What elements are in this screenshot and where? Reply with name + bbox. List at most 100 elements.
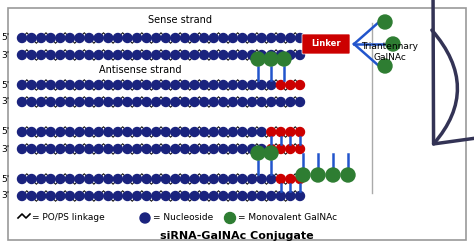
Circle shape bbox=[181, 127, 190, 136]
Circle shape bbox=[56, 191, 65, 200]
Circle shape bbox=[152, 51, 161, 60]
Text: Antisense strand: Antisense strand bbox=[99, 65, 181, 75]
Circle shape bbox=[276, 175, 285, 184]
Circle shape bbox=[209, 51, 218, 60]
Circle shape bbox=[84, 127, 93, 136]
Circle shape bbox=[152, 97, 161, 106]
Circle shape bbox=[56, 97, 65, 106]
Circle shape bbox=[27, 175, 36, 184]
Circle shape bbox=[190, 81, 199, 90]
Circle shape bbox=[18, 127, 27, 136]
Circle shape bbox=[190, 51, 199, 60]
Circle shape bbox=[75, 97, 84, 106]
Circle shape bbox=[18, 81, 27, 90]
Circle shape bbox=[386, 37, 400, 51]
Circle shape bbox=[27, 145, 36, 154]
Text: = Nucleoside: = Nucleoside bbox=[153, 214, 213, 222]
Circle shape bbox=[84, 191, 93, 200]
Circle shape bbox=[257, 97, 266, 106]
Circle shape bbox=[152, 145, 161, 154]
Circle shape bbox=[36, 33, 46, 42]
Circle shape bbox=[65, 175, 74, 184]
Circle shape bbox=[161, 51, 170, 60]
Circle shape bbox=[113, 33, 122, 42]
Circle shape bbox=[65, 51, 74, 60]
Circle shape bbox=[84, 51, 93, 60]
Circle shape bbox=[209, 175, 218, 184]
Circle shape bbox=[27, 97, 36, 106]
Text: siRNA-GalNAc Conjugate: siRNA-GalNAc Conjugate bbox=[160, 231, 314, 241]
Circle shape bbox=[75, 81, 84, 90]
Circle shape bbox=[238, 33, 247, 42]
Text: = PO/PS linkage: = PO/PS linkage bbox=[32, 214, 105, 222]
Circle shape bbox=[94, 33, 103, 42]
Circle shape bbox=[36, 81, 46, 90]
Circle shape bbox=[228, 81, 237, 90]
Circle shape bbox=[341, 168, 355, 182]
Circle shape bbox=[267, 51, 276, 60]
Circle shape bbox=[171, 175, 180, 184]
Circle shape bbox=[276, 145, 285, 154]
Circle shape bbox=[209, 81, 218, 90]
Circle shape bbox=[18, 51, 27, 60]
Circle shape bbox=[56, 145, 65, 154]
Circle shape bbox=[267, 33, 276, 42]
Circle shape bbox=[56, 175, 65, 184]
Circle shape bbox=[190, 145, 199, 154]
Circle shape bbox=[251, 146, 265, 160]
Circle shape bbox=[113, 145, 122, 154]
Circle shape bbox=[219, 175, 228, 184]
Circle shape bbox=[104, 97, 113, 106]
Circle shape bbox=[113, 175, 122, 184]
Circle shape bbox=[190, 127, 199, 136]
Circle shape bbox=[171, 127, 180, 136]
Circle shape bbox=[65, 145, 74, 154]
Circle shape bbox=[84, 81, 93, 90]
Circle shape bbox=[65, 191, 74, 200]
Circle shape bbox=[190, 175, 199, 184]
Circle shape bbox=[276, 97, 285, 106]
Circle shape bbox=[142, 127, 151, 136]
Circle shape bbox=[286, 33, 295, 42]
Circle shape bbox=[238, 145, 247, 154]
Circle shape bbox=[36, 127, 46, 136]
Circle shape bbox=[56, 33, 65, 42]
Circle shape bbox=[123, 145, 132, 154]
Circle shape bbox=[219, 33, 228, 42]
Circle shape bbox=[228, 191, 237, 200]
Circle shape bbox=[133, 145, 142, 154]
Circle shape bbox=[18, 175, 27, 184]
Circle shape bbox=[161, 33, 170, 42]
Circle shape bbox=[286, 97, 295, 106]
Circle shape bbox=[152, 191, 161, 200]
Circle shape bbox=[123, 51, 132, 60]
Circle shape bbox=[200, 145, 209, 154]
Circle shape bbox=[311, 168, 325, 182]
Circle shape bbox=[264, 146, 278, 160]
Circle shape bbox=[181, 175, 190, 184]
Circle shape bbox=[27, 127, 36, 136]
Circle shape bbox=[200, 97, 209, 106]
Circle shape bbox=[228, 33, 237, 42]
Circle shape bbox=[247, 33, 256, 42]
Circle shape bbox=[247, 51, 256, 60]
Text: 3': 3' bbox=[2, 145, 10, 154]
Circle shape bbox=[225, 213, 236, 223]
Circle shape bbox=[36, 51, 46, 60]
Text: 3': 3' bbox=[2, 191, 10, 200]
Circle shape bbox=[113, 97, 122, 106]
Circle shape bbox=[200, 127, 209, 136]
Circle shape bbox=[94, 81, 103, 90]
Circle shape bbox=[286, 145, 295, 154]
Circle shape bbox=[295, 127, 304, 136]
Circle shape bbox=[228, 145, 237, 154]
Circle shape bbox=[94, 127, 103, 136]
Circle shape bbox=[378, 15, 392, 29]
Circle shape bbox=[200, 175, 209, 184]
Circle shape bbox=[267, 175, 276, 184]
Circle shape bbox=[247, 191, 256, 200]
Circle shape bbox=[200, 51, 209, 60]
Circle shape bbox=[200, 191, 209, 200]
Circle shape bbox=[161, 81, 170, 90]
Circle shape bbox=[286, 81, 295, 90]
